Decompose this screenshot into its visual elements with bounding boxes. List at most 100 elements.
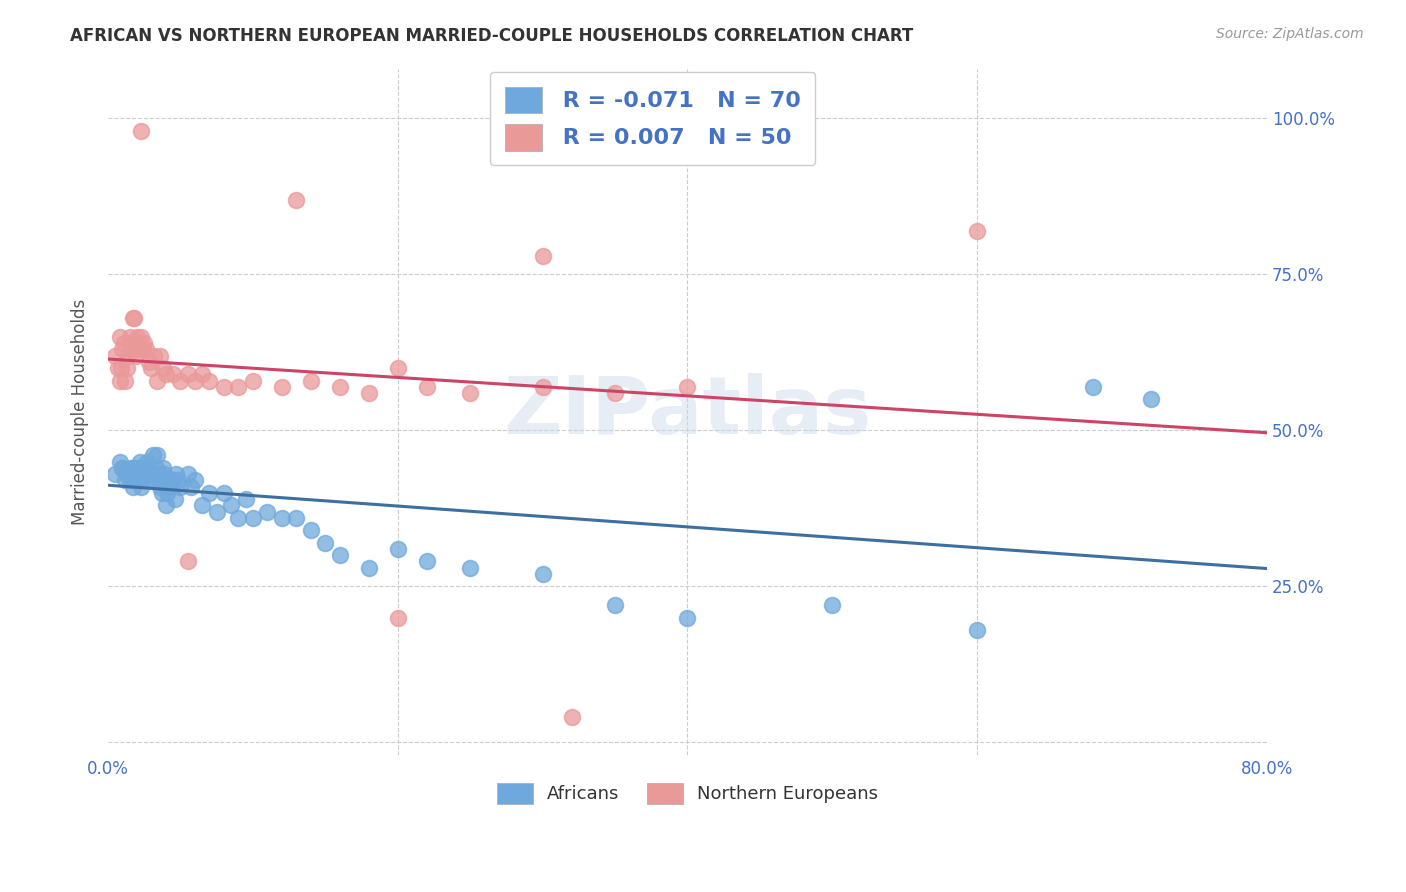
Point xyxy=(166,474,188,488)
Point xyxy=(136,455,159,469)
Point xyxy=(124,474,146,488)
Point xyxy=(242,374,264,388)
Point xyxy=(212,380,235,394)
Point xyxy=(1081,380,1104,394)
Point xyxy=(256,504,278,518)
Point xyxy=(118,343,141,357)
Point xyxy=(124,349,146,363)
Text: AFRICAN VS NORTHERN EUROPEAN MARRIED-COUPLE HOUSEHOLDS CORRELATION CHART: AFRICAN VS NORTHERN EUROPEAN MARRIED-COU… xyxy=(70,27,914,45)
Point xyxy=(191,368,214,382)
Point xyxy=(111,461,134,475)
Point xyxy=(134,336,156,351)
Point xyxy=(114,474,136,488)
Point xyxy=(285,510,308,524)
Point xyxy=(676,380,699,394)
Point xyxy=(120,461,142,475)
Point xyxy=(122,343,145,357)
Point xyxy=(184,474,207,488)
Point xyxy=(329,380,352,394)
Text: ZIPatlas: ZIPatlas xyxy=(503,373,872,450)
Point xyxy=(157,474,180,488)
Point xyxy=(118,474,141,488)
Point xyxy=(561,710,583,724)
Point xyxy=(138,467,160,482)
Point xyxy=(125,467,148,482)
Point xyxy=(184,374,207,388)
Point xyxy=(122,311,145,326)
Point xyxy=(146,449,169,463)
Point xyxy=(132,343,155,357)
Point xyxy=(531,249,554,263)
Point xyxy=(111,461,134,475)
Point xyxy=(299,523,322,537)
Point xyxy=(120,336,142,351)
Point xyxy=(127,461,149,475)
Point xyxy=(108,330,131,344)
Point xyxy=(821,598,844,612)
Point xyxy=(169,374,191,388)
Point xyxy=(117,349,139,363)
Point xyxy=(155,498,177,512)
Point xyxy=(141,361,163,376)
Point xyxy=(458,560,481,574)
Point xyxy=(329,548,352,562)
Point xyxy=(131,124,153,138)
Point xyxy=(299,374,322,388)
Point xyxy=(387,361,409,376)
Point xyxy=(145,461,167,475)
Point xyxy=(176,368,198,382)
Text: Source: ZipAtlas.com: Source: ZipAtlas.com xyxy=(1216,27,1364,41)
Point xyxy=(131,480,153,494)
Point xyxy=(191,498,214,512)
Point xyxy=(285,193,308,207)
Point xyxy=(357,386,380,401)
Point xyxy=(122,461,145,475)
Point xyxy=(966,623,988,637)
Point xyxy=(138,355,160,369)
Point xyxy=(603,598,626,612)
Point xyxy=(387,610,409,624)
Point xyxy=(162,474,184,488)
Point xyxy=(104,467,127,482)
Point xyxy=(127,343,149,357)
Point xyxy=(242,510,264,524)
Point xyxy=(1140,392,1163,407)
Point xyxy=(387,541,409,556)
Point xyxy=(118,467,141,482)
Point xyxy=(357,560,380,574)
Point xyxy=(176,467,198,482)
Point xyxy=(115,467,138,482)
Point xyxy=(112,336,135,351)
Point xyxy=(235,491,257,506)
Point xyxy=(205,504,228,518)
Point xyxy=(155,368,177,382)
Point xyxy=(531,380,554,394)
Point xyxy=(314,535,336,549)
Point xyxy=(104,349,127,363)
Point xyxy=(128,455,150,469)
Point xyxy=(128,336,150,351)
Point xyxy=(107,361,129,376)
Point xyxy=(143,474,166,488)
Point xyxy=(132,461,155,475)
Point xyxy=(415,554,437,568)
Point xyxy=(163,491,186,506)
Point xyxy=(180,480,202,494)
Point xyxy=(198,485,221,500)
Point xyxy=(198,374,221,388)
Point xyxy=(114,374,136,388)
Point xyxy=(141,474,163,488)
Point xyxy=(135,461,157,475)
Point xyxy=(219,498,242,512)
Point xyxy=(149,349,172,363)
Point xyxy=(111,343,134,357)
Point xyxy=(121,480,143,494)
Point xyxy=(121,311,143,326)
Point xyxy=(108,455,131,469)
Point xyxy=(135,343,157,357)
Point xyxy=(212,485,235,500)
Point xyxy=(156,485,179,500)
Point xyxy=(146,374,169,388)
Point xyxy=(228,510,250,524)
Point xyxy=(165,467,187,482)
